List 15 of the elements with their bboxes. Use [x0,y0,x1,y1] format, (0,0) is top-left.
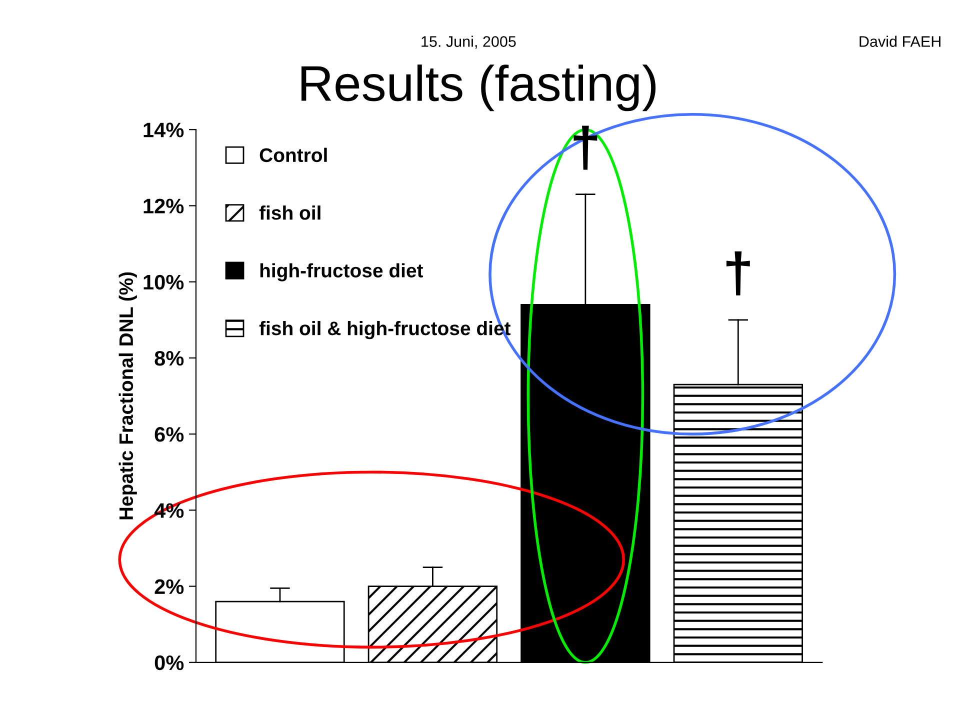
text: 15. Juni, 2005 [422,36,516,49]
y-tick-label: 14% [144,122,184,138]
legend-label: high-fructose diet [260,263,424,282]
y-tick-label: 12% [144,198,184,214]
y-tick-label: 8% [154,350,184,366]
y-axis-title: Hepatic Fractional DNL (%) [118,272,137,520]
text: David FAEH [860,36,940,47]
chart-title: Results (fasting) [301,64,656,112]
y-tick-label: 6% [154,427,184,442]
legend-label: fish oil [259,205,320,220]
y-tick-label: 2% [154,579,184,594]
legend-label: Control [260,148,327,162]
y-tick-label: 0% [154,655,184,670]
annotation: † [726,251,750,296]
y-tick-label: 10% [144,274,184,290]
